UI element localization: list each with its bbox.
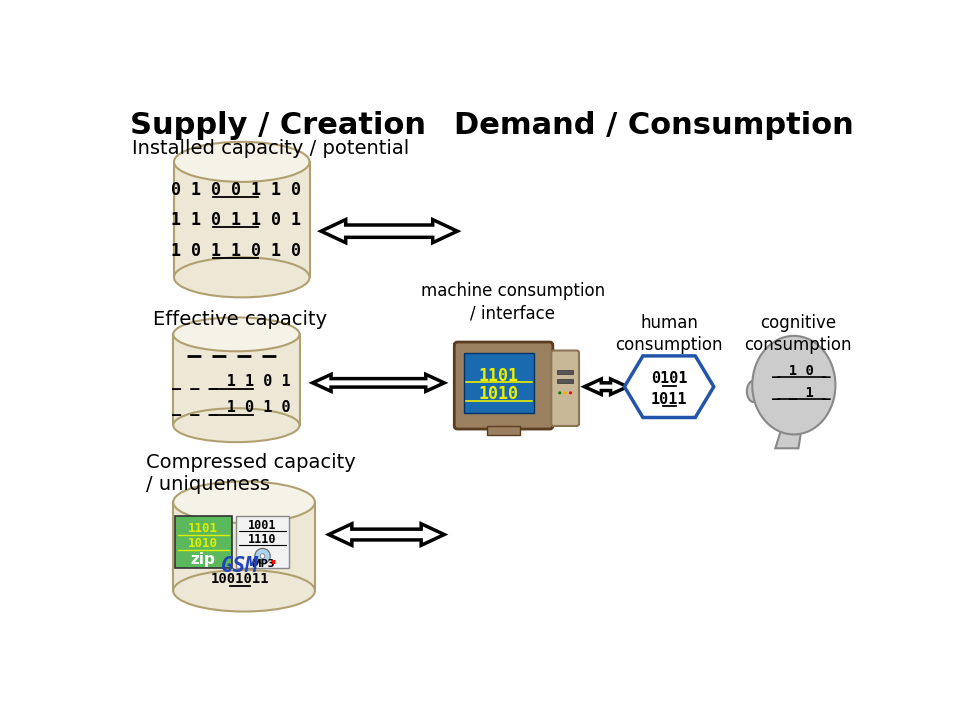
Polygon shape <box>624 356 713 418</box>
FancyBboxPatch shape <box>551 351 579 426</box>
Text: Demand / Consumption: Demand / Consumption <box>454 111 853 140</box>
Text: Effective capacity: Effective capacity <box>154 310 327 329</box>
Ellipse shape <box>173 570 315 611</box>
Circle shape <box>260 554 265 559</box>
Bar <box>487 426 520 435</box>
Polygon shape <box>776 428 802 449</box>
Text: 1101: 1101 <box>188 522 218 535</box>
Ellipse shape <box>174 257 309 297</box>
Text: _ _ 1 _: _ _ 1 _ <box>772 386 830 400</box>
FancyBboxPatch shape <box>454 342 553 429</box>
Text: _ 1 0 _: _ 1 0 _ <box>772 364 830 378</box>
Circle shape <box>558 391 562 395</box>
Text: _ _ _ 1 1 0 1: _ _ _ 1 1 0 1 <box>173 374 291 390</box>
Text: MP3: MP3 <box>251 559 275 569</box>
Polygon shape <box>585 379 628 395</box>
Ellipse shape <box>173 318 300 351</box>
Text: Installed capacity / potential: Installed capacity / potential <box>132 139 409 158</box>
Polygon shape <box>328 523 444 545</box>
Text: 1 1 0 1 1 0 1: 1 1 0 1 1 0 1 <box>171 212 300 230</box>
Text: machine consumption
/ interface: machine consumption / interface <box>420 282 605 322</box>
FancyBboxPatch shape <box>465 353 534 413</box>
Text: cognitive
consumption: cognitive consumption <box>744 313 852 354</box>
Circle shape <box>254 549 271 564</box>
Text: 1110: 1110 <box>249 533 276 546</box>
Text: 1010: 1010 <box>479 385 519 403</box>
Ellipse shape <box>174 142 309 182</box>
Bar <box>558 370 573 374</box>
Text: ·: · <box>270 554 277 572</box>
Text: GSM: GSM <box>221 556 259 576</box>
Ellipse shape <box>747 381 760 402</box>
Circle shape <box>569 391 572 395</box>
Ellipse shape <box>753 336 835 434</box>
Text: _ _ _ 1 0 1 0: _ _ _ 1 0 1 0 <box>173 400 291 416</box>
Text: 1011: 1011 <box>651 392 687 407</box>
Bar <box>173 334 300 426</box>
Ellipse shape <box>173 408 300 442</box>
Polygon shape <box>321 220 457 243</box>
FancyBboxPatch shape <box>175 516 231 568</box>
Bar <box>173 502 315 590</box>
Ellipse shape <box>173 482 315 523</box>
Text: 1101: 1101 <box>479 367 519 385</box>
Text: 0 1 0 0 1 1 0: 0 1 0 0 1 1 0 <box>171 181 300 199</box>
FancyBboxPatch shape <box>236 516 289 568</box>
Bar <box>558 379 573 383</box>
Polygon shape <box>313 374 444 391</box>
Text: 1001: 1001 <box>249 519 276 532</box>
Text: Supply / Creation: Supply / Creation <box>131 111 426 140</box>
Text: 1010: 1010 <box>188 537 218 550</box>
Text: 1 0 1 1 0 1 0: 1 0 1 1 0 1 0 <box>171 242 300 260</box>
Text: zip: zip <box>191 552 216 567</box>
Text: human
consumption: human consumption <box>615 313 723 354</box>
Text: 0101: 0101 <box>651 372 687 387</box>
Text: Compressed capacity
/ uniqueness: Compressed capacity / uniqueness <box>146 453 355 494</box>
Text: 1001011: 1001011 <box>211 572 270 586</box>
Circle shape <box>564 391 566 395</box>
Bar <box>174 162 309 277</box>
